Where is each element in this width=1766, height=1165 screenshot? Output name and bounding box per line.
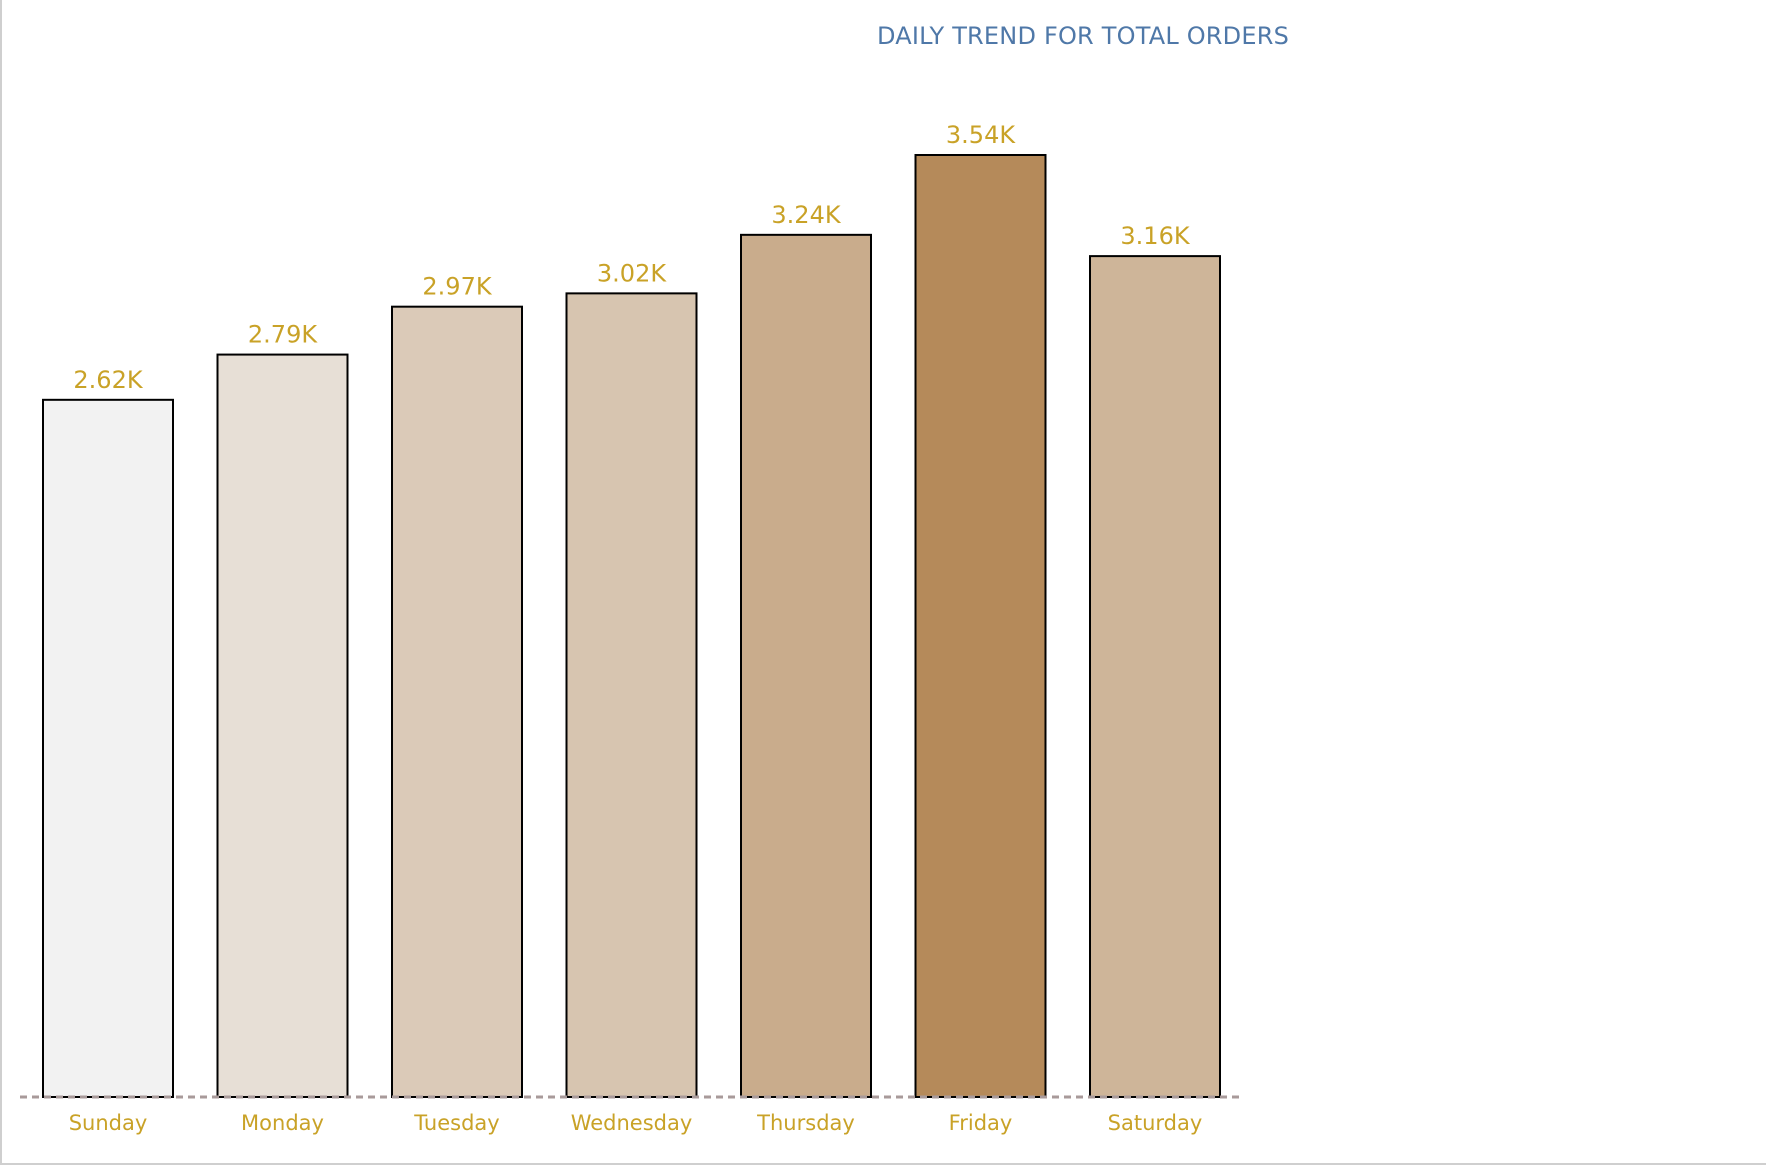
bar-monday [216,353,349,1098]
x-tick-label-monday: Monday [241,1111,324,1135]
data-label-monday: 2.79K [248,321,318,349]
bar-wednesday [565,292,698,1099]
data-label-friday: 3.54K [946,121,1016,149]
data-label-sunday: 2.62K [73,366,143,394]
data-label-saturday: 3.16K [1120,222,1190,250]
bar-saturday [1089,255,1221,1098]
x-tick-label-sunday: Sunday [69,1111,148,1135]
data-label-wednesday: 3.02K [597,259,667,287]
bar-friday [914,154,1047,1098]
x-tick-label-saturday: Saturday [1108,1111,1203,1135]
chart-title: DAILY TREND FOR TOTAL ORDERS [876,22,1290,50]
bar-thursday [740,233,872,1098]
x-tick-label-wednesday: Wednesday [571,1111,693,1135]
data-label-tuesday: 2.97K [422,273,492,301]
x-tick-label-friday: Friday [949,1111,1013,1135]
bar-sunday [42,398,174,1099]
data-label-thursday: 3.24K [771,201,841,229]
x-tick-label-thursday: Thursday [756,1111,855,1135]
bar-tuesday [391,305,523,1098]
x-tick-label-tuesday: Tuesday [413,1111,499,1135]
